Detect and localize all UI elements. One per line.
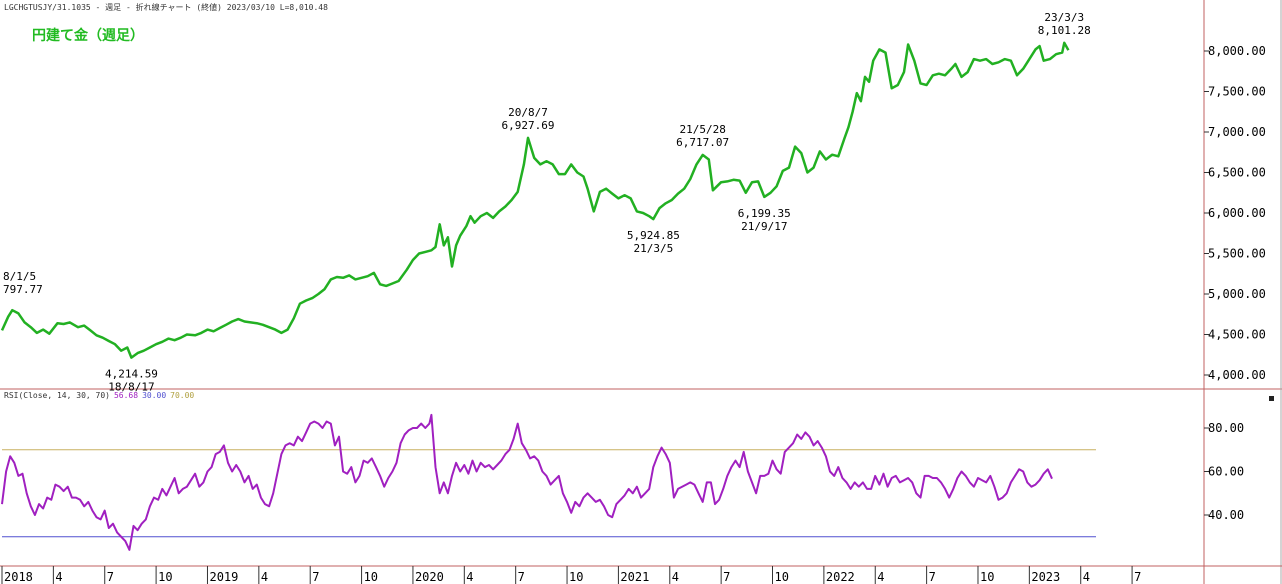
x-tick-label: 7 [929,570,936,584]
x-tick-label: 2020 [415,570,444,584]
annotation-date: 21/9/17 [741,220,787,233]
annotation-value: 797.77 [3,283,43,296]
price-ytick-label: 6,500.00 [1208,166,1266,180]
x-tick-label: 4 [261,570,268,584]
rsi-ytick-label: 60.00 [1208,465,1244,479]
x-tick-label: 10 [158,570,172,584]
x-tick-label: 2022 [826,570,855,584]
rsi-panel-marker [1269,396,1274,401]
price-ytick-label: 8,000.00 [1208,44,1266,58]
annotation-value: 8,101.28 [1038,24,1091,37]
price-ytick-label: 5,000.00 [1208,287,1266,301]
annotation-value: 5,924.85 [627,229,680,242]
annotation-value: 6,717.07 [676,136,729,149]
chart-info-header: LGCHGTUSJY/31.1035 - 週足 - 折れ線チャート (終値) 2… [4,2,328,12]
rsi-panel: 40.00 60.00 80.00 [1,413,1244,551]
price-ytick-label: 4,000.00 [1208,368,1266,382]
x-tick-label: 10 [775,570,789,584]
price-series-line [0,41,1070,359]
annotation-date: 18/8/17 [108,381,154,394]
annotation-value: 6,199.35 [738,207,791,220]
chart-title: 円建て金（週足） [32,27,144,44]
x-tick-label: 10 [364,570,378,584]
x-tick-label: 2021 [620,570,649,584]
annotation-date: 21/5/28 [679,123,725,136]
rsi-header: RSI(Close, 14, 30, 70) 56.68 30.00 70.00 [4,391,194,400]
x-tick-label: 2023 [1031,570,1060,584]
x-tick-label: 7 [723,570,730,584]
price-ytick-label: 7,500.00 [1208,85,1266,99]
rsi-ytick-label: 80.00 [1208,421,1244,435]
rsi-series-line [1,413,1053,551]
x-tick-label: 4 [1083,570,1090,584]
rsi-current-value: 56.68 [114,391,138,400]
x-tick-label: 7 [107,570,114,584]
x-tick-label: 2018 [4,570,33,584]
x-axis: 2018 4 7 10 2019 4 7 10 2020 4 7 10 2021 4 7 10 2022 4 7 10… [0,565,1282,584]
x-tick-label: 4 [55,570,62,584]
x-tick-label: 4 [466,570,473,584]
x-tick-label: 10 [980,570,994,584]
x-tick-label: 4 [672,570,679,584]
rsi-upper-value: 70.00 [170,391,194,400]
annotation-date: 23/3/3 [1044,11,1084,24]
price-ytick-label: 6,000.00 [1208,206,1266,220]
rsi-ytick-label: 40.00 [1208,508,1244,522]
price-ytick-label: 5,500.00 [1208,247,1266,261]
x-tick-label: 7 [518,570,525,584]
rsi-lower-value: 30.00 [142,391,166,400]
x-tick-label: 7 [312,570,319,584]
annotation-date: 8/1/5 [3,270,36,283]
x-tick-label: 7 [1134,570,1141,584]
price-ytick-label: 7,000.00 [1208,125,1266,139]
annotation-date: 20/8/7 [508,106,548,119]
price-ytick-label: 4,500.00 [1208,328,1266,342]
rsi-label: RSI(Close, 14, 30, 70) [4,391,110,400]
x-tick-label: 4 [877,570,884,584]
x-tick-label: 10 [569,570,583,584]
annotation-date: 21/3/5 [633,242,673,255]
x-tick-label: 2019 [209,570,238,584]
annotation-value: 4,214.59 [105,368,158,381]
annotation-value: 6,927.69 [502,119,555,132]
